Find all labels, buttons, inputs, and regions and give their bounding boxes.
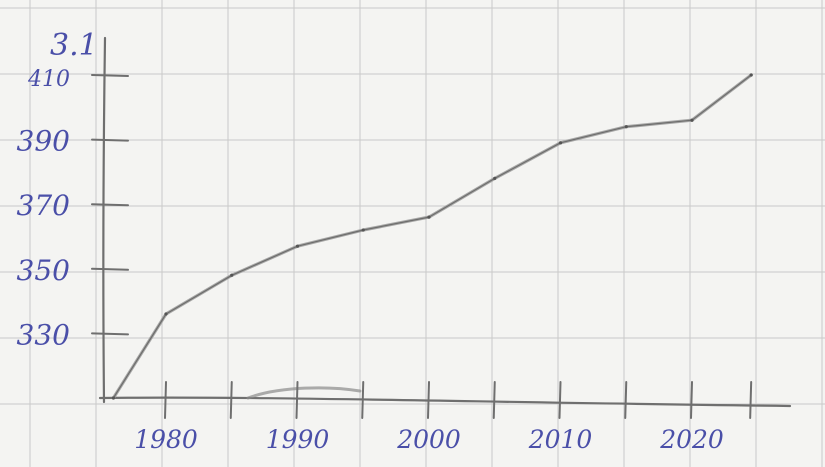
series-layer [111,73,753,400]
data-point [111,396,115,400]
tick-labels: 330 350 370 390 410 1980 1990 2000 2010 2020 [17,67,724,454]
y-tick [91,203,129,207]
x-tick-label: 2010 [528,425,593,454]
x-tick [624,381,628,419]
y-tick [91,74,129,77]
data-point [749,73,753,77]
data-point [690,118,694,122]
y-axis [102,36,107,404]
y-tick-label: 350 [17,254,70,287]
data-point [493,176,497,180]
x-tick [749,381,753,419]
x-tick [295,381,299,419]
x-axis [98,396,792,408]
data-point [427,215,431,219]
x-tick-label: 2000 [396,425,461,454]
chart-subtitle: 3.1 [50,28,98,63]
y-tick-label: 330 [17,318,70,351]
y-tick [91,138,129,142]
data-point [230,273,234,277]
x-tick [361,381,365,419]
data-point [558,141,563,145]
y-tick-label: 390 [17,125,70,158]
x-tick-label: 1990 [266,425,330,454]
x-tick [492,381,496,419]
series-line-core [112,74,752,399]
data-point [361,228,365,232]
y-tick [91,267,129,271]
data-point [624,125,628,129]
axis-smudge [246,386,362,400]
x-tick [427,381,430,419]
x-tick-label: 1980 [134,425,198,454]
x-tick-label: 2020 [659,425,724,454]
y-tick-label: 370 [17,189,70,222]
x-tick [164,381,167,419]
y-tick [91,332,129,336]
x-tick [558,381,562,419]
x-tick [690,381,693,419]
y-tick-label: 410 [27,67,70,92]
data-point [295,244,300,248]
axes [91,36,792,419]
data-point [164,312,168,316]
x-tick [229,381,233,419]
